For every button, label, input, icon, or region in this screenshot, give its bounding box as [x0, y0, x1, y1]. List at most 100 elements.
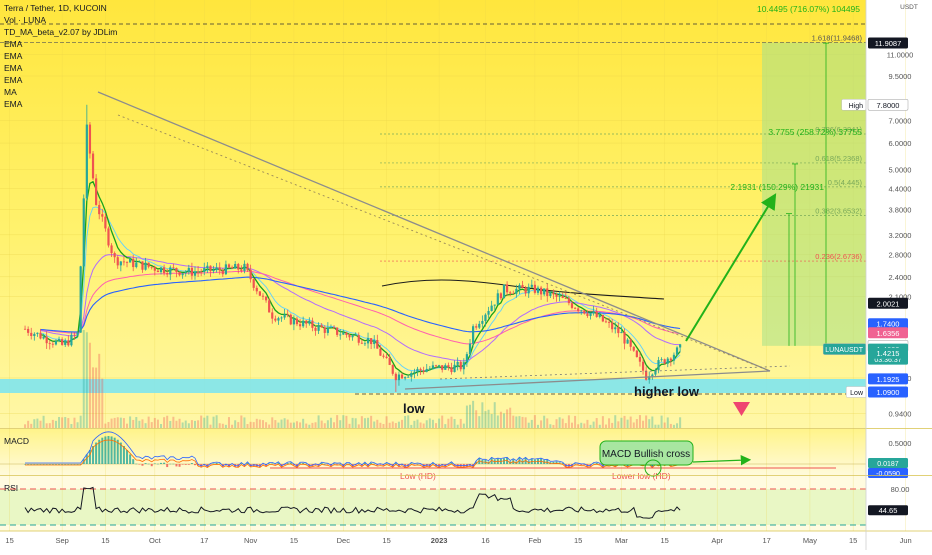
volume-bar	[237, 422, 240, 428]
volume-bar	[478, 416, 481, 428]
candle-body	[490, 305, 493, 311]
volume-bar	[54, 420, 57, 428]
candlesticks	[23, 104, 682, 392]
macd-pane: MACD Low (HD) Lower low (HD) MACD Bullish c…	[0, 431, 866, 481]
candle-body	[592, 311, 595, 314]
macd-histogram-bar	[166, 464, 169, 468]
indicator-label-ema-3[interactable]: EMA	[4, 63, 23, 73]
macd-histogram-bar	[583, 464, 586, 465]
candle-body	[73, 334, 76, 336]
candle-body	[345, 332, 348, 335]
candle-body	[113, 252, 116, 258]
candle-body	[354, 335, 357, 336]
indicator-label-td-ma[interactable]: TD_MA_beta_v2.07 by JDLim	[4, 27, 118, 37]
macd-histogram-bar	[289, 462, 292, 464]
candle-body	[175, 267, 178, 272]
macd-histogram-bar	[61, 464, 64, 465]
volume-bar	[645, 415, 648, 428]
volume-bar	[314, 422, 317, 428]
price-tick-label: 2.4000	[889, 273, 912, 282]
volume-bar	[311, 422, 314, 428]
macd-badge-label: 0.0187	[877, 461, 899, 468]
volume-bar	[583, 423, 586, 428]
candle-body	[360, 342, 363, 344]
time-tick-label: Nov	[244, 536, 258, 545]
macd-histogram-bar	[549, 462, 552, 464]
volume-bar	[465, 405, 468, 428]
candle-body	[82, 198, 85, 267]
price-badge-label: 1.1925	[877, 375, 900, 384]
rsi-pane: RSI	[0, 483, 866, 526]
volume-bar	[42, 415, 45, 428]
volume-bar	[122, 418, 125, 428]
volume-bar	[70, 424, 73, 428]
zones	[0, 42, 866, 393]
candle-body	[583, 310, 586, 314]
volume-bar	[141, 419, 144, 428]
volume-bar	[663, 422, 666, 428]
price-badge-label: 1.6356	[877, 329, 900, 338]
indicator-label-ema-1[interactable]: EMA	[4, 39, 23, 49]
macd-histogram-bar	[419, 464, 422, 465]
rsi-line	[24, 486, 681, 519]
volume-bar	[268, 424, 271, 428]
candle-body	[614, 327, 617, 330]
volume-bar	[669, 423, 672, 428]
volume-bar	[410, 424, 413, 428]
time-tick-label: Oct	[149, 536, 162, 545]
time-tick-label: Sep	[55, 536, 68, 545]
price-badge-label: 1.4215	[877, 349, 900, 358]
volume-bars	[24, 329, 682, 428]
indicator-label-ema-4[interactable]: EMA	[4, 75, 23, 85]
macd-histogram-bar	[107, 436, 110, 464]
volume-bar	[212, 416, 215, 428]
volume-bar	[462, 423, 465, 428]
volume-bar	[197, 420, 200, 428]
candle-body	[329, 327, 333, 328]
price-badge	[868, 37, 908, 49]
candle-body	[36, 332, 39, 334]
candle-body	[125, 261, 129, 263]
candle-body	[651, 374, 654, 377]
symbol-title[interactable]: Terra / Tether, 1D, KUCOIN	[4, 3, 107, 13]
candle-body	[462, 362, 465, 370]
candle-body	[561, 296, 564, 298]
candle-body	[539, 287, 543, 295]
indicator-label-ma[interactable]: MA	[4, 87, 17, 97]
volume-bar	[503, 413, 505, 428]
volume-bar	[506, 409, 509, 428]
macd-histogram-bar	[373, 463, 376, 465]
volume-bar	[385, 416, 388, 428]
volume-bar	[200, 415, 203, 428]
indicator-label-volume[interactable]: Vol · LUNA	[4, 15, 47, 25]
macd-histogram-bar	[132, 459, 135, 464]
volume-bar	[138, 420, 141, 428]
volume-bar	[496, 415, 499, 428]
volume-bar	[552, 424, 555, 428]
volume-bar	[320, 420, 323, 428]
volume-bar	[592, 421, 595, 428]
candle-body	[404, 377, 407, 379]
candle-body	[379, 348, 382, 356]
volume-bar	[206, 415, 209, 428]
candle-body	[181, 273, 184, 276]
macd-tick-label: 0.5000	[889, 439, 912, 448]
macd-histogram-bar	[129, 454, 132, 464]
volume-bar	[428, 418, 431, 428]
candle-body	[203, 267, 206, 272]
candle-body	[595, 311, 598, 317]
indicator-label-ema-2[interactable]: EMA	[4, 51, 23, 61]
volume-bar	[348, 423, 351, 428]
candle-body	[617, 327, 620, 334]
volume-bar	[629, 416, 632, 428]
volume-bar	[166, 415, 169, 428]
price-axis-background	[866, 0, 932, 531]
candle-body	[679, 344, 682, 348]
indicator-label-ema-5[interactable]: EMA	[4, 99, 23, 109]
volume-bar	[679, 417, 682, 428]
candle-body	[660, 359, 663, 361]
candle-body	[657, 360, 660, 371]
volume-bar	[438, 418, 441, 428]
candle-body	[357, 335, 360, 343]
candle-body	[218, 267, 221, 271]
